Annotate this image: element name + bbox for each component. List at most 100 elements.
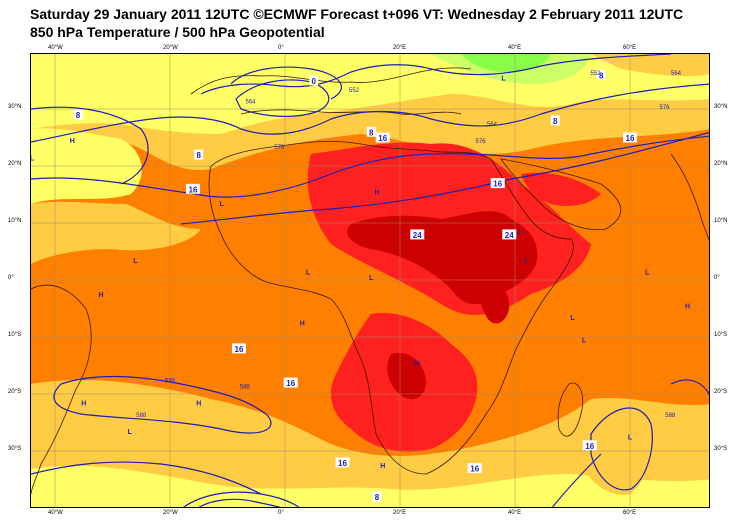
contour-588-east [670, 379, 709, 396]
temperature-label-text: 8 [553, 117, 558, 126]
weather-map: 0 8 8 8 8 8 16 16 16 16 24 24 16 16 16 16 16 8 552 564 564 5… [30, 53, 710, 508]
temperature-label: 8 [73, 109, 83, 120]
temp-fill-24-core [347, 211, 538, 305]
low-pressure-marker: L [369, 275, 374, 282]
temperature-label-box [550, 115, 560, 126]
temperature-label-text: 16 [585, 442, 594, 451]
temperature-label: 16 [623, 132, 637, 143]
contour-588-south [53, 375, 272, 434]
low-pressure-marker: L [501, 76, 506, 83]
lat-tick-right: 20°N [714, 161, 728, 167]
temperature-label: 16 [186, 183, 200, 194]
lon-tick-bottom: 0° [278, 510, 284, 516]
temperature-label: 16 [283, 377, 298, 388]
high-pressure-marker: H [685, 304, 690, 311]
temperature-label-text: 16 [378, 134, 387, 143]
geopotential-label: 588 [165, 379, 176, 385]
temperature-label-box [582, 440, 597, 451]
temp-fill-24-core-east [478, 282, 510, 324]
contour-564 [31, 83, 709, 143]
coast-africa [208, 141, 574, 475]
temperature-label-box [194, 149, 204, 160]
lon-tick-top: 20°W [163, 45, 178, 51]
temperature-label-text: 24 [505, 231, 514, 240]
temperature-label: 0 [309, 75, 319, 86]
temperature-labels: 0 8 8 8 8 8 16 16 16 16 24 24 16 16 16 16 16 8 [73, 69, 637, 502]
temperature-label-text: 8 [197, 151, 202, 160]
lat-tick-right: 10°S [714, 332, 728, 338]
temperature-label-box [186, 183, 200, 194]
temperature-label-box [375, 132, 390, 143]
lat-tick-left: 30°S [8, 446, 22, 452]
temperature-label-text: 16 [626, 134, 635, 143]
high-pressure-marker: H [380, 463, 385, 470]
temperature-label: 8 [596, 69, 606, 80]
lon-tick-bottom: 40°E [508, 510, 522, 516]
geopotential-label: 564 [487, 122, 498, 128]
temperature-label: 8 [366, 126, 376, 137]
temperature-label-text: 0 [312, 77, 317, 86]
geopotential-label: 588 [240, 384, 251, 390]
temperature-label: 16 [490, 178, 505, 189]
temperature-label: 8 [550, 115, 560, 126]
geopotential-labels: 552 564 564 552 564 576 576 576 588 588 588 588 [136, 71, 681, 419]
temperature-label-text: 16 [338, 459, 347, 468]
low-pressure-marker: L [133, 258, 138, 265]
lat-tick-right: 20°S [714, 389, 728, 395]
lat-tick-right: 0° [714, 275, 720, 281]
lon-tick-top: 40°E [508, 45, 522, 51]
temperature-label-text: 16 [493, 180, 502, 189]
lon-tick-bottom: 20°E [393, 510, 407, 516]
temperature-label-box [410, 229, 425, 240]
geopotential-label: 564 [671, 71, 682, 77]
lon-tick-top: 60°E [623, 45, 637, 51]
lat-tick-right: 30°N [714, 104, 728, 110]
temperature-label-box [73, 109, 83, 120]
lon-tick-top: 0° [278, 45, 284, 51]
temp-band-8-16-south [31, 379, 709, 507]
lat-tick-left: 10°N [8, 218, 22, 224]
high-pressure-marker: H [415, 361, 420, 368]
contour-564-south-2 [198, 498, 281, 507]
low-pressure-marker: L [220, 201, 225, 208]
lat-tick-right: 30°S [714, 446, 728, 452]
lat-tick-left: 20°S [8, 389, 22, 395]
temperature-label-box [596, 69, 606, 80]
geopotential-label: 588 [136, 413, 147, 419]
temperature-label: 16 [467, 463, 482, 474]
contour-576 [31, 135, 709, 198]
high-pressure-marker: H [81, 400, 86, 407]
low-pressure-marker: L [570, 315, 575, 322]
temperature-label-text: 8 [599, 71, 604, 80]
temperature-label-box [335, 457, 350, 468]
temperature-label-text: 8 [369, 128, 374, 137]
high-pressure-marker: H [374, 190, 379, 197]
high-pressure-marker: H [98, 292, 103, 299]
coast-europe [190, 67, 472, 115]
chart-subtitle: 850 hPa Temperature / 500 hPa Geopotenti… [30, 24, 325, 40]
low-pressure-marker: L [31, 155, 35, 162]
contour-552-ring [235, 79, 330, 117]
lon-tick-bottom: 40°W [48, 510, 63, 516]
high-pressure-marker: H [300, 321, 305, 328]
low-pressure-marker: L [128, 429, 133, 436]
high-pressure-marker: H [70, 138, 75, 145]
temperature-label-box [372, 491, 382, 502]
low-pressure-marker: L [524, 258, 529, 265]
temp-fill-24-south [387, 353, 426, 400]
geopotential-label: 576 [475, 139, 486, 145]
temperature-label-box [232, 343, 246, 354]
temperature-label-box [502, 229, 517, 240]
contour-588-se [590, 407, 653, 491]
lat-tick-left: 20°N [8, 161, 22, 167]
temperature-label: 16 [335, 457, 350, 468]
pressure-markers: HLHLHLLHLLLLHLLHHHLLHLLHL [31, 76, 709, 471]
low-pressure-marker: L [519, 229, 524, 236]
temperature-label-text: 16 [235, 345, 244, 354]
temperature-label-text: 16 [189, 185, 198, 194]
lon-tick-top: 20°E [393, 45, 407, 51]
temperature-label-text: 16 [470, 465, 479, 474]
lat-tick-right: 10°N [714, 218, 728, 224]
coast-arabia [500, 158, 622, 230]
